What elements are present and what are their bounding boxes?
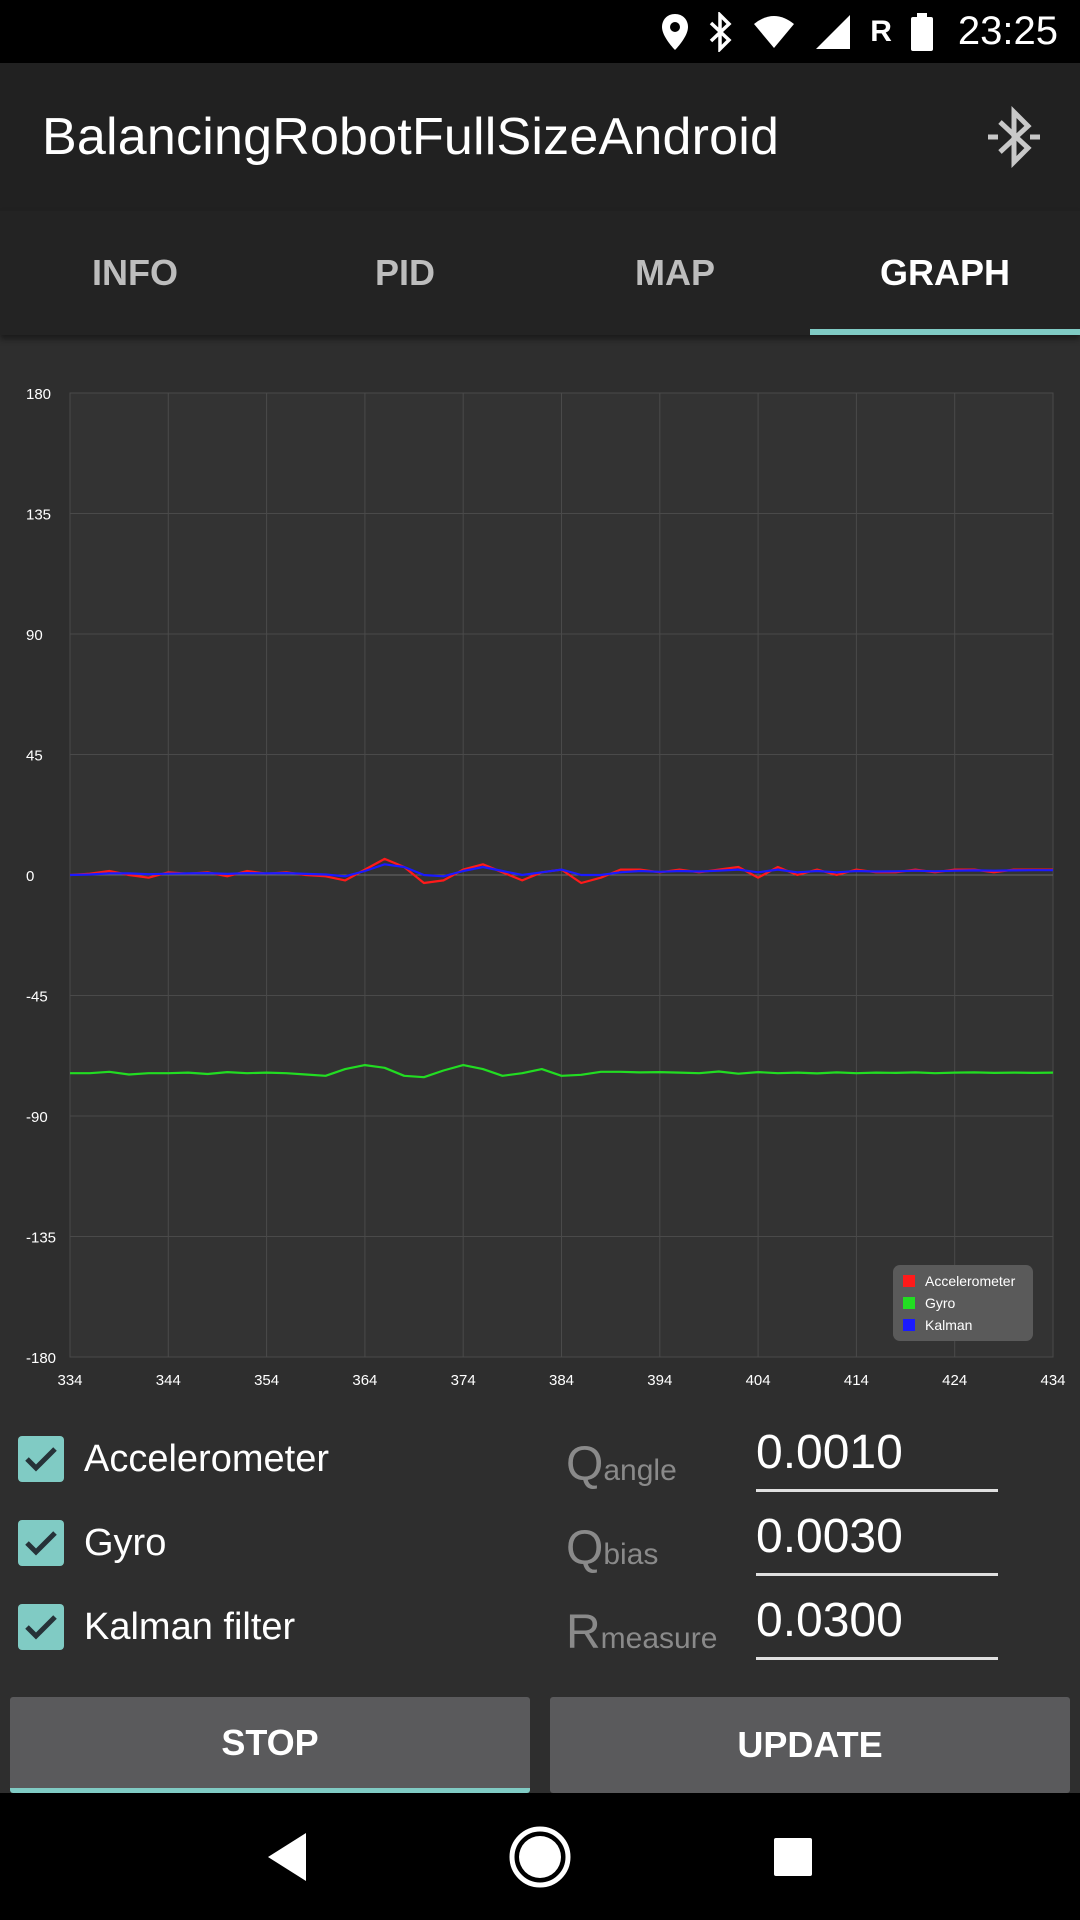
navigation-bar [0, 1793, 1080, 1920]
bluetooth-searching-icon [988, 105, 1040, 169]
home-button[interactable] [495, 1812, 585, 1902]
recents-square-icon [774, 1837, 813, 1876]
q-angle-row: Qangle [566, 1420, 998, 1492]
bluetooth-connect-button[interactable] [978, 101, 1050, 173]
q-bias-label: Qbias [566, 1522, 659, 1575]
q-angle-input[interactable] [756, 1420, 998, 1492]
x-tick-label: 424 [942, 1372, 967, 1389]
series-line-kalman [69, 863, 1053, 878]
check-icon [25, 1447, 57, 1472]
x-tick-label: 394 [647, 1372, 672, 1389]
tab-info[interactable]: INFO [92, 252, 178, 293]
gyro-checkbox[interactable] [18, 1520, 64, 1566]
gyro-checkbox-row[interactable]: Gyro [18, 1520, 166, 1566]
y-tick-label: -90 [26, 1109, 48, 1126]
q-bias-row: Qbias [566, 1504, 998, 1576]
q-angle-label: Qangle [566, 1438, 677, 1491]
y-tick-label: 135 [26, 507, 51, 524]
x-tick-label: 414 [844, 1372, 869, 1389]
r-measure-input[interactable] [756, 1588, 998, 1660]
back-button[interactable] [242, 1812, 332, 1902]
legend-label: Accelerometer [925, 1273, 1016, 1289]
y-tick-label: 90 [26, 627, 43, 644]
stop-button[interactable]: STOP [10, 1697, 530, 1793]
y-tick-label: 180 [26, 386, 51, 403]
y-tick-label: 0 [26, 868, 34, 885]
status-bar: R 23:25 [0, 0, 1080, 63]
y-tick-label: -45 [26, 989, 48, 1006]
check-icon [25, 1531, 57, 1556]
x-tick-label: 364 [352, 1372, 377, 1389]
location-icon [660, 12, 690, 52]
kalman-checkbox[interactable] [18, 1604, 64, 1650]
back-triangle-icon [267, 1832, 306, 1881]
clock: 23:25 [957, 9, 1058, 53]
accelerometer-checkbox[interactable] [18, 1436, 64, 1482]
x-tick-label: 334 [57, 1372, 82, 1389]
roaming-indicator: R [870, 14, 892, 48]
graph-area: 334 344 354 364 374 384 394 404 414 424 434 180 135 9… [0, 335, 1080, 1395]
app-bar: BalancingRobotFullSizeAndroid [0, 63, 1080, 211]
tab-pid[interactable]: PID [374, 252, 435, 293]
gyro-label: Gyro [84, 1521, 167, 1564]
accelerometer-label: Accelerometer [84, 1437, 329, 1480]
r-measure-row: Rmeasure [566, 1588, 998, 1660]
x-tick-label: 404 [746, 1372, 771, 1389]
angle-chart: 334 344 354 364 374 384 394 404 414 424 434 180 135 9… [26, 386, 1066, 1389]
q-bias-input[interactable] [756, 1504, 998, 1576]
x-tick-label: 374 [451, 1372, 476, 1389]
x-tick-label: 354 [254, 1372, 279, 1389]
legend-label: Gyro [925, 1295, 956, 1311]
tab-graph[interactable]: GRAPH [810, 211, 1080, 335]
legend-swatch [903, 1275, 915, 1287]
legend-swatch [903, 1319, 915, 1331]
r-measure-label: Rmeasure [566, 1606, 718, 1659]
x-tick-label: 434 [1040, 1372, 1065, 1389]
bluetooth-icon [708, 11, 734, 52]
y-tick-label: 45 [26, 748, 43, 765]
y-tick-label: -180 [26, 1350, 56, 1367]
series-line-gyro [70, 1063, 1054, 1079]
legend-swatch [903, 1297, 915, 1309]
kalman-label: Kalman filter [84, 1605, 296, 1648]
check-icon [25, 1615, 57, 1640]
home-circle-icon [509, 1826, 571, 1887]
recents-button[interactable] [748, 1812, 838, 1902]
accelerometer-checkbox-row[interactable]: Accelerometer [18, 1436, 329, 1482]
legend-label: Kalman [925, 1317, 972, 1333]
legend-box [893, 1265, 1033, 1341]
signal-icon [814, 12, 852, 52]
tab-map[interactable]: MAP [635, 252, 715, 293]
update-button[interactable]: UPDATE [550, 1697, 1070, 1793]
x-tick-label: 344 [156, 1372, 181, 1389]
tab-bar: INFO PID MAP GRAPH [0, 211, 1080, 335]
x-tick-label: 384 [549, 1372, 574, 1389]
battery-icon [910, 12, 934, 52]
y-tick-label: -135 [26, 1230, 56, 1247]
wifi-icon [752, 12, 796, 52]
kalman-checkbox-row[interactable]: Kalman filter [18, 1604, 295, 1650]
app-title: BalancingRobotFullSizeAndroid [42, 108, 780, 166]
